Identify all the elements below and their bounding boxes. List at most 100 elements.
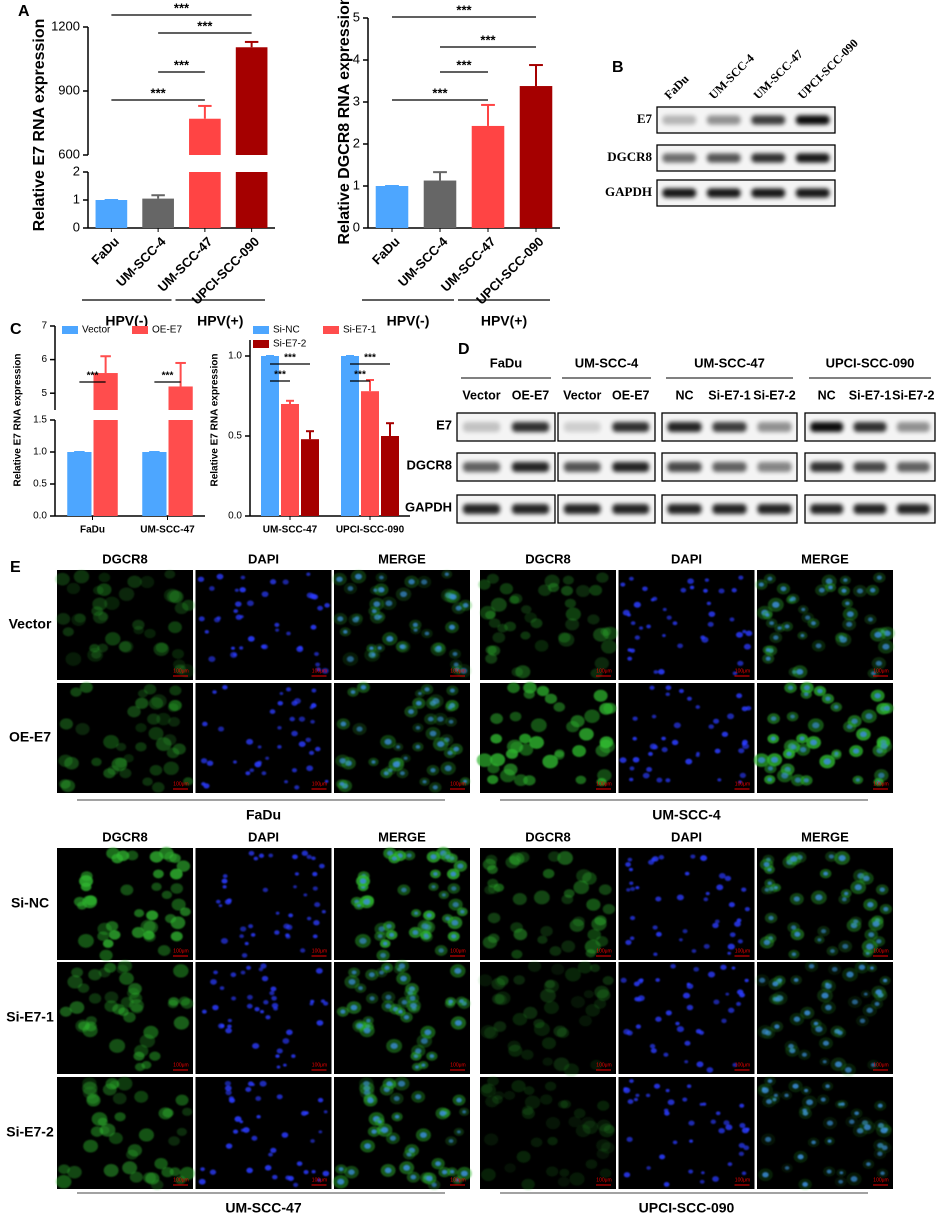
nucleus: [311, 1169, 316, 1174]
nucleus: [784, 1166, 790, 1170]
cell-body: [493, 1021, 507, 1032]
cell-body: [560, 1099, 572, 1109]
nucleus: [758, 757, 766, 764]
nucleus: [285, 934, 291, 939]
cell-body: [179, 907, 191, 917]
nucleus: [682, 929, 688, 934]
cells: [620, 575, 753, 676]
cell-body: [510, 741, 524, 753]
nucleus: [435, 1161, 441, 1166]
blot-band: [810, 421, 844, 433]
nucleus: [761, 1087, 769, 1094]
nucleus: [686, 1004, 694, 1011]
nucleus: [808, 963, 815, 969]
nucleus: [735, 631, 743, 638]
nucleus: [822, 1060, 827, 1064]
nucleus: [702, 1102, 707, 1106]
cell-body: [91, 650, 102, 659]
significance-label: ***: [87, 371, 99, 382]
panel-label: C: [10, 321, 22, 338]
nucleus: [277, 725, 282, 730]
nucleus: [663, 1052, 669, 1057]
nucleus: [206, 760, 214, 766]
cell-body: [572, 745, 586, 757]
nucleus: [392, 761, 400, 768]
nucleus: [286, 631, 291, 636]
nucleus: [309, 705, 314, 710]
nucleus: [689, 585, 695, 590]
nucleus: [253, 856, 259, 861]
nucleus: [413, 628, 418, 632]
nucleus: [856, 588, 864, 594]
nucleus: [426, 913, 432, 918]
nucleus: [837, 1030, 843, 1035]
nucleus: [717, 778, 722, 782]
nucleus: [696, 1061, 704, 1068]
cell-body: [521, 605, 532, 614]
nucleus: [718, 588, 725, 594]
cell-body: [109, 1038, 126, 1053]
scale-bar-label: 100μm: [312, 948, 327, 954]
blot-band: [612, 503, 650, 515]
nucleus: [765, 1136, 772, 1143]
nucleus: [741, 887, 747, 892]
nucleus: [628, 867, 634, 872]
nucleus: [627, 857, 633, 862]
nucleus: [741, 1171, 747, 1176]
nucleus: [429, 1054, 435, 1058]
blot-band: [853, 461, 887, 473]
nucleus: [620, 582, 626, 587]
blot-band: [706, 188, 741, 198]
nucleus: [242, 1127, 250, 1133]
nucleus: [762, 1172, 769, 1178]
cell-body: [88, 993, 102, 1004]
nucleus: [813, 1021, 819, 1026]
cell-body: [120, 884, 134, 896]
nucleus: [324, 603, 330, 608]
nucleus: [670, 963, 676, 969]
cell-body: [62, 627, 74, 637]
blot-band: [662, 115, 697, 125]
cell-body: [597, 1100, 610, 1111]
nucleus: [820, 1097, 826, 1102]
cell-body: [140, 575, 155, 589]
cell-body: [128, 992, 143, 1004]
cell-body: [509, 711, 522, 722]
nucleus: [870, 966, 874, 970]
nucleus: [283, 923, 290, 929]
nucleus: [742, 629, 747, 634]
nucleus: [718, 873, 726, 879]
cells: [623, 1079, 750, 1187]
cell-body: [65, 652, 82, 666]
cell-body: [56, 1175, 72, 1189]
nucleus: [846, 621, 853, 627]
nucleus: [393, 1096, 400, 1101]
nucleus: [858, 964, 866, 970]
cell-body: [105, 921, 119, 932]
nucleus: [732, 1062, 738, 1067]
nucleus: [627, 1099, 634, 1104]
y-tick-label: 2: [353, 135, 360, 150]
cell-body: [167, 703, 179, 712]
nucleus: [790, 596, 796, 601]
significance-label: ***: [197, 18, 213, 33]
nucleus: [648, 751, 653, 756]
cell-body: [161, 890, 173, 900]
nucleus: [448, 705, 453, 710]
cell-body: [585, 1159, 598, 1169]
cell-body: [593, 689, 608, 702]
nucleus: [247, 635, 255, 642]
nucleus: [703, 588, 708, 593]
row-label: OE-E7: [9, 729, 51, 745]
cell-body: [561, 585, 573, 596]
cell-body: [170, 931, 183, 942]
y-tick-label: 2: [73, 163, 80, 178]
nucleus: [855, 778, 860, 782]
nucleus: [724, 875, 732, 882]
nucleus: [456, 1097, 462, 1103]
nucleus: [311, 856, 316, 861]
cell-body: [542, 868, 555, 879]
cell-body: [583, 990, 594, 999]
group-title: UM-SCC-47: [694, 355, 765, 370]
cell-body: [73, 569, 90, 584]
